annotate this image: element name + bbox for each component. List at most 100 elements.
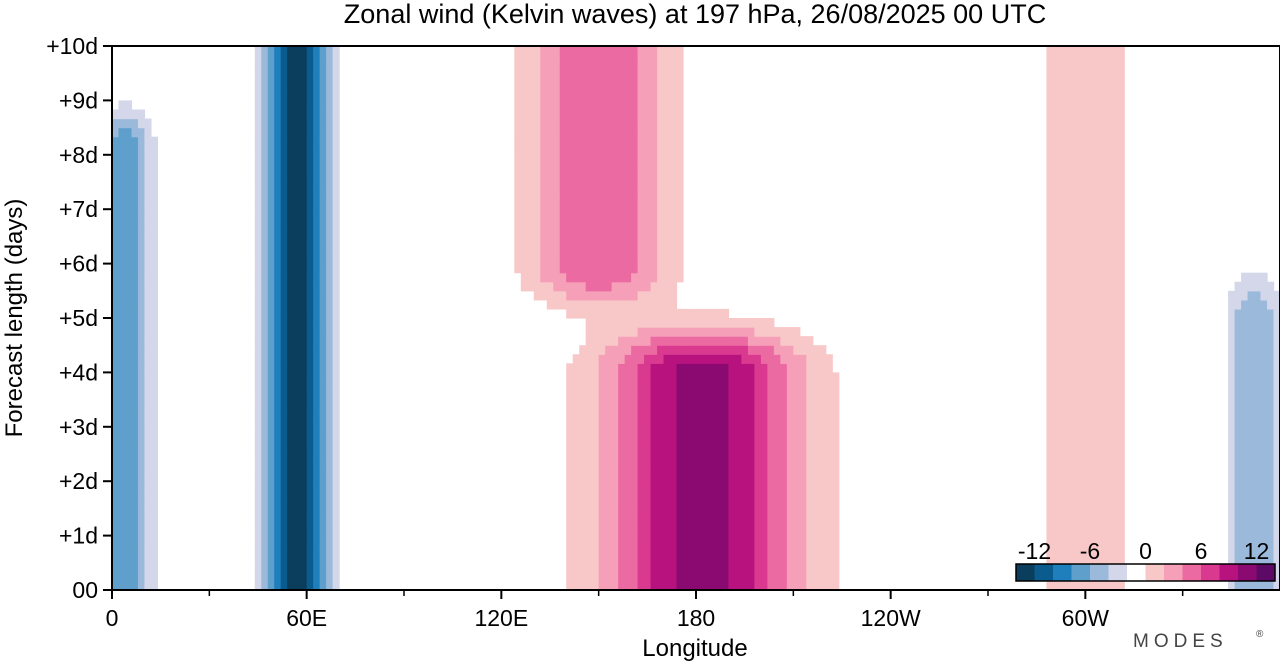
contour-cell [261, 91, 269, 101]
contour-cell [553, 55, 561, 65]
contour-cell [306, 526, 314, 537]
contour-cell [1078, 136, 1086, 147]
contour-cell [624, 145, 632, 156]
contour-cell [306, 82, 314, 92]
contour-cell [1059, 145, 1067, 156]
contour-cell [261, 163, 269, 174]
contour-cell [1046, 218, 1054, 228]
contour-cell [124, 363, 133, 373]
contour-cell [332, 136, 340, 147]
contour-cell [624, 200, 632, 210]
contour-cell [793, 454, 801, 464]
contour-cell [1117, 55, 1125, 65]
contour-cell [137, 200, 146, 210]
contour-cell [793, 571, 801, 582]
contour-cell [708, 535, 717, 546]
contour-cell [819, 508, 827, 519]
contour-cell [326, 517, 334, 528]
contour-cell [728, 580, 736, 591]
contour-cell [644, 254, 652, 265]
contour-cell [137, 245, 146, 256]
contour-cell [1065, 209, 1073, 219]
contour-cell [1241, 463, 1249, 473]
contour-cell [631, 100, 639, 111]
contour-cell [799, 444, 807, 455]
contour-cell [319, 281, 327, 292]
contour-cell [254, 390, 262, 401]
contour-cell [300, 299, 308, 310]
contour-cell [559, 154, 567, 165]
contour-cell [112, 463, 120, 473]
contour-cell [819, 472, 827, 482]
contour-cell [786, 544, 794, 555]
contour-cell [1260, 463, 1268, 473]
contour-cell [676, 408, 684, 419]
contour-cell [644, 163, 652, 174]
contour-cell [676, 381, 684, 392]
contour-cell [585, 345, 593, 355]
contour-cell [767, 490, 775, 500]
contour-cell [1052, 544, 1060, 555]
contour-cell [293, 118, 301, 129]
contour-cell [1111, 553, 1119, 564]
contour-cell [287, 245, 295, 256]
contour-cell [1091, 318, 1099, 328]
contour-cell [631, 245, 639, 256]
contour-cell [1241, 399, 1249, 410]
contour-cell [527, 227, 535, 237]
contour-cell [702, 399, 710, 410]
contour-cell [637, 526, 645, 537]
contour-cell [566, 562, 574, 573]
contour-cell [637, 499, 645, 509]
contour-cell [1234, 381, 1242, 392]
contour-cell [1065, 200, 1073, 210]
contour-cell [572, 535, 580, 546]
contour-cell [124, 227, 133, 237]
contour-cell [1046, 318, 1054, 328]
contour-cell [585, 444, 593, 455]
colorbar: -12 -6 0 6 12 [1015, 538, 1276, 582]
contour-cell [683, 381, 691, 392]
contour-cell [144, 245, 152, 256]
contour-cell [657, 82, 665, 92]
contour-cell [799, 580, 807, 591]
contour-cell [326, 318, 334, 328]
contour-cell [274, 236, 282, 247]
contour-cell [683, 517, 691, 528]
contour-cell [1260, 345, 1268, 355]
contour-cell [702, 372, 710, 383]
contour-cell [1228, 345, 1236, 355]
contour-cell [767, 463, 775, 473]
contour-cell [326, 499, 334, 509]
contour-cell [676, 318, 684, 328]
contour-cell [611, 272, 619, 283]
contour-cell [728, 318, 736, 328]
contour-cell [150, 490, 159, 500]
contour-cell [261, 571, 269, 582]
contour-cell [1078, 318, 1086, 328]
contour-cell [715, 526, 723, 537]
contour-cell [313, 109, 321, 120]
contour-cell [332, 517, 340, 528]
contour-cell [696, 381, 704, 392]
contour-cell [144, 390, 152, 401]
contour-cell [559, 109, 567, 120]
contour-cell [1046, 91, 1054, 101]
contour-cell [1254, 472, 1262, 482]
contour-cell [1052, 336, 1060, 346]
contour-cell [721, 399, 730, 410]
contour-cell [1072, 308, 1080, 319]
contour-cell [773, 571, 781, 582]
contour-cell [1072, 426, 1080, 437]
contour-cell [112, 481, 120, 491]
contour-cell [332, 580, 340, 591]
contour-cell [644, 318, 652, 328]
contour-cell [637, 290, 645, 301]
contour-cell [644, 417, 652, 428]
contour-cell [1117, 390, 1125, 401]
contour-cell [553, 191, 561, 201]
contour-cell [1046, 55, 1054, 65]
contour-cell [611, 426, 619, 437]
contour-cell [112, 517, 120, 528]
contour-cell [326, 245, 334, 256]
